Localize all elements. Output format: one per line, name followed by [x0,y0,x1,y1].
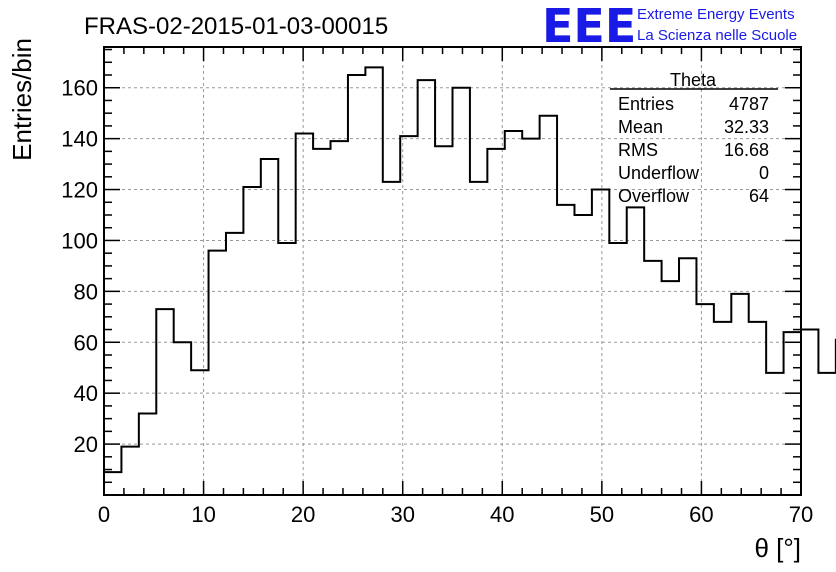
y-tick-label: 60 [74,330,98,355]
stats-label: Overflow [618,186,690,206]
y-tick-labels: 20 40 60 80 100 120 140 160 [61,76,98,457]
y-axis-title: Entries/bin [7,38,37,161]
y-tick-label: 20 [74,432,98,457]
eee-logo: EEE [542,0,636,53]
stats-value: 4787 [729,94,769,114]
stats-label: RMS [618,140,658,160]
x-tick-label: 10 [191,502,215,527]
x-tick-label: 70 [789,502,813,527]
x-tick-label: 60 [689,502,713,527]
y-tick-label: 40 [74,381,98,406]
x-tick-label: 30 [390,502,414,527]
stats-value: 0 [759,163,769,183]
stats-label: Entries [618,94,674,114]
y-tick-label: 120 [61,178,98,203]
x-tick-label: 50 [590,502,614,527]
stats-label: Mean [618,117,663,137]
axis-ticks [103,47,802,495]
x-tick-label: 0 [98,502,110,527]
stats-value: 64 [749,186,769,206]
y-tick-label: 160 [61,76,98,101]
plot-frame [103,46,802,496]
y-tick-label: 100 [61,228,98,253]
x-axis-title: θ [°] [754,533,801,563]
x-tick-label: 40 [490,502,514,527]
stats-value: 32.33 [724,117,769,137]
x-tick-label: 20 [291,502,315,527]
run-title: FRAS-02-2015-01-03-00015 [84,13,388,40]
y-tick-label: 140 [61,127,98,152]
brand-line-2: La Scienza nelle Scuole [637,27,797,44]
stats-value: 16.68 [724,140,769,160]
histogram-series-line [104,66,836,474]
stats-title: Theta [670,70,717,90]
stats-box: Theta Entries 4787 Mean 32.33 RMS 16.68 Underf… [610,70,778,206]
x-tick-labels: 0 10 20 30 40 50 60 70 [98,502,813,527]
brand-line-1: Extreme Energy Events [637,6,795,23]
stats-label: Underflow [618,163,700,183]
y-tick-label: 80 [74,279,98,304]
